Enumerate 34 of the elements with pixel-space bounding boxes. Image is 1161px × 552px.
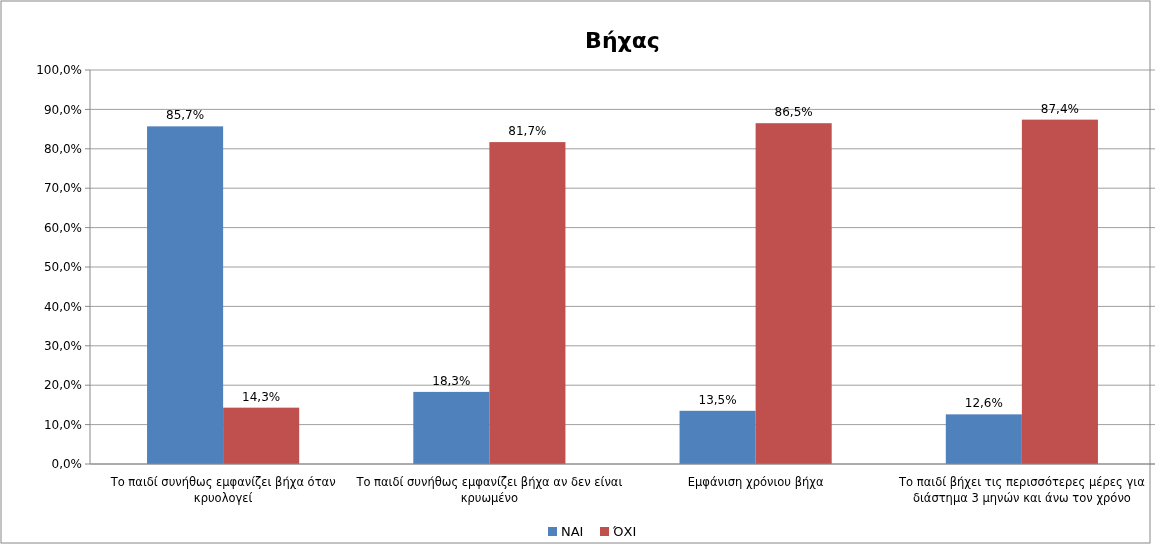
bar (755, 123, 832, 464)
data-label: 87,4% (1040, 101, 1079, 116)
data-label: 12,6% (964, 396, 1003, 411)
data-label: 85,7% (166, 108, 205, 123)
y-tick-label: 80,0% (43, 142, 82, 156)
x-tick-label: Εμφάνιση χρόνιου βήχα (687, 475, 824, 489)
bar (223, 407, 300, 464)
x-tick-label: Το παιδί συνήθως εμφανίζει βήχα όταν κρυολογεί (109, 475, 336, 505)
x-tick-label: Το παιδί συνήθως εμφανίζει βήχα αν δεν είναι κρυωμένο (355, 475, 623, 505)
y-tick-label: 10,0% (43, 417, 82, 432)
y-tick-label: 90,0% (43, 102, 82, 117)
data-label: 81,7% (508, 124, 547, 139)
y-tick-label: 0,0% (51, 457, 82, 472)
chart-title: Βήχας (585, 28, 660, 53)
y-tick-label: 30,0% (43, 339, 82, 353)
y-tick-label: 50,0% (43, 260, 82, 275)
legend-label: ΝΑΙ (561, 524, 584, 539)
bar (1021, 119, 1098, 464)
y-tick-label: 60,0% (43, 220, 82, 235)
bar (945, 414, 1022, 464)
data-label: 14,3% (242, 389, 281, 404)
data-label: 86,5% (774, 105, 813, 120)
bar (489, 142, 566, 464)
y-tick-label: 20,0% (43, 378, 82, 393)
x-tick-label: Το παιδί βήχει τις περισσότερες μέρες για διάστημα 3 μηνών και άνω τον χρόνο (898, 475, 1146, 505)
y-tick-label: 70,0% (43, 181, 82, 196)
data-label: 18,3% (432, 373, 471, 388)
bar (679, 410, 756, 464)
y-tick-label: 40,0% (43, 299, 82, 314)
data-label: 13,5% (698, 392, 737, 407)
y-tick-label: 100,0% (36, 63, 82, 78)
bar (413, 391, 490, 464)
bar (147, 126, 224, 464)
legend-label: ΌΧΙ (612, 524, 637, 539)
